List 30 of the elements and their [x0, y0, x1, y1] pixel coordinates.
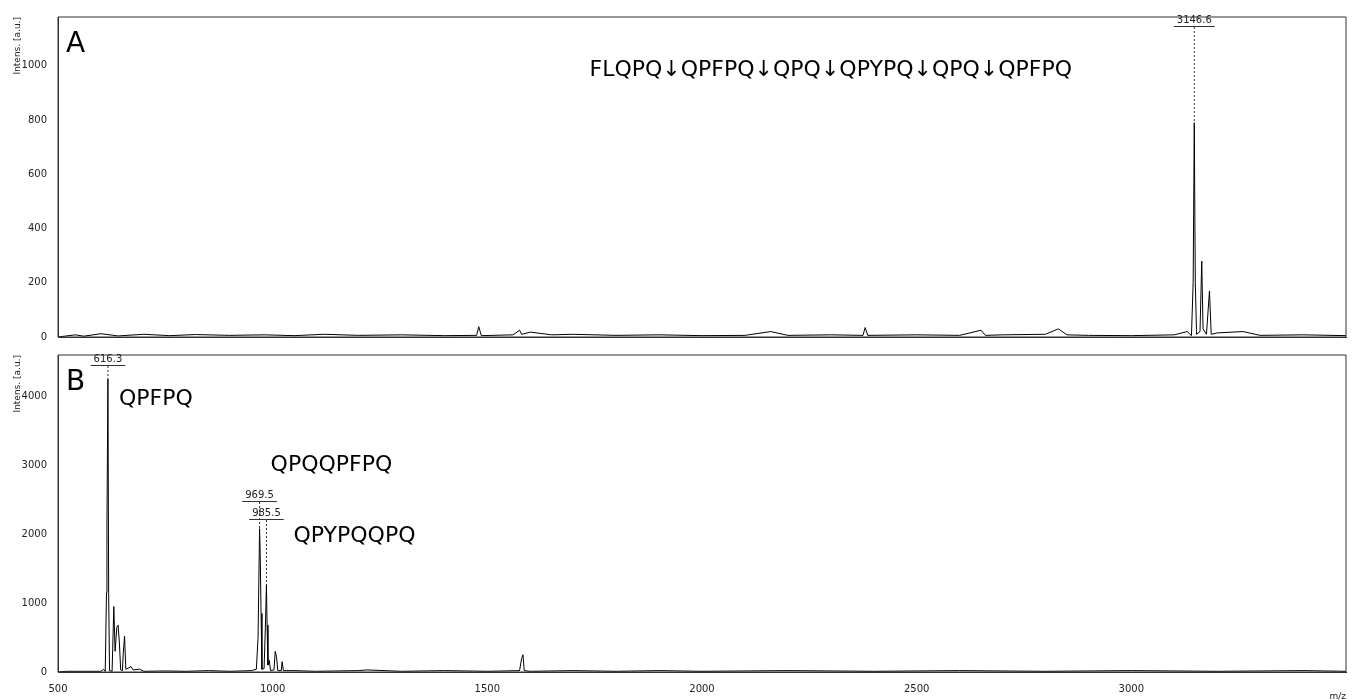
- x-tick-label: 1500: [474, 682, 501, 694]
- y-tick-label: 400: [27, 222, 47, 234]
- x-tick-label: 500: [48, 682, 68, 694]
- y-tick-label: 2000: [21, 527, 47, 539]
- annotation: 616.3: [93, 352, 123, 364]
- x-axis-title: m/z: [1329, 690, 1347, 700]
- annotation: QPYPQQPQ: [293, 522, 416, 548]
- annotation: 969.5: [245, 488, 274, 500]
- annotation: B: [66, 364, 86, 398]
- y-tick-label: 200: [27, 276, 47, 288]
- x-tick-label: 2500: [903, 682, 930, 694]
- y-tick-label: 4000: [21, 389, 47, 401]
- annotation: 985.5: [252, 506, 281, 518]
- annotation: 3146.6: [1176, 13, 1212, 25]
- x-tick-label: 2000: [689, 682, 715, 694]
- x-tick-label: 1000: [259, 682, 286, 694]
- x-tick-label: 3000: [1118, 682, 1145, 694]
- y-tick-label: 0: [40, 330, 47, 342]
- y-axis-title: Intens. [a.u.]: [12, 355, 23, 413]
- annotation: QPQQPFPQ: [270, 451, 393, 477]
- y-tick-label: 1000: [21, 59, 47, 71]
- y-tick-label: 800: [27, 113, 47, 125]
- annotation: FLQPQ↓QPFPQ↓QPQ↓QPYPQ↓QPQ↓QPFPQ: [589, 55, 1073, 81]
- y-tick-label: 3000: [21, 458, 47, 470]
- y-axis-title: Intens. [a.u.]: [12, 17, 23, 75]
- annotation: QPFPQ: [118, 384, 193, 410]
- y-tick-label: 600: [27, 167, 47, 179]
- y-tick-label: 1000: [21, 596, 47, 608]
- annotation: A: [66, 26, 86, 60]
- y-tick-label: 0: [40, 665, 47, 677]
